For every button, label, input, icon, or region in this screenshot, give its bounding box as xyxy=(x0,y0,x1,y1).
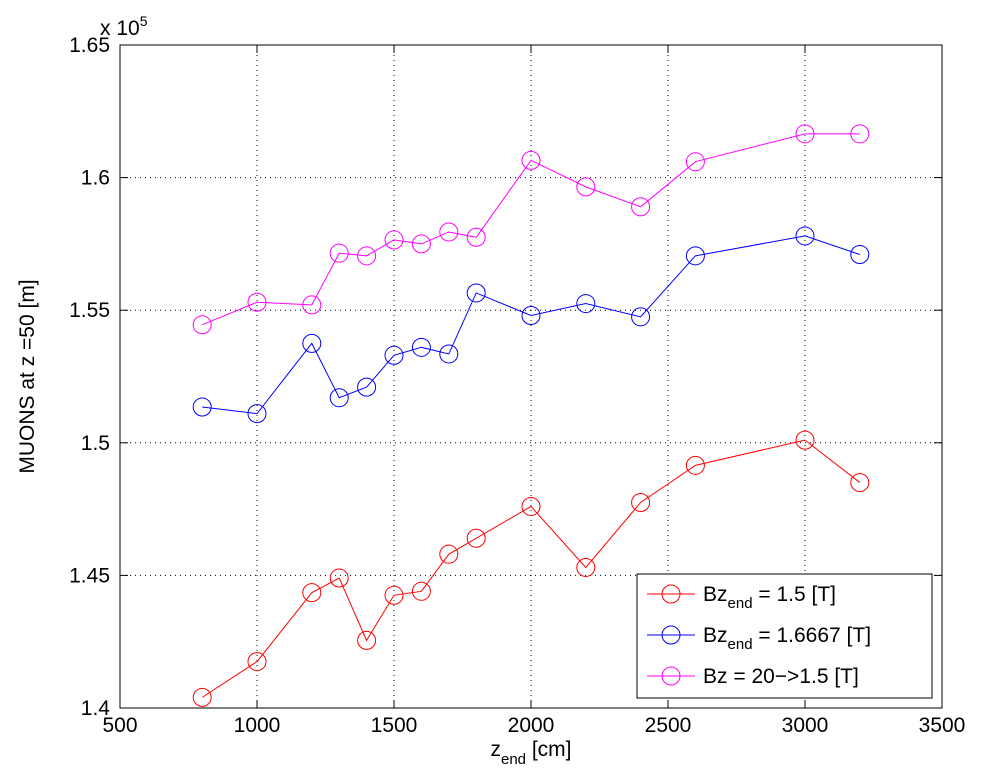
series-2-point xyxy=(357,377,377,397)
y-tick-label: 1.65 xyxy=(69,34,110,57)
series-2-line xyxy=(202,235,860,415)
series-2-point xyxy=(631,307,651,327)
series-1-point xyxy=(439,544,459,564)
y-tick-label: 1.4 xyxy=(81,697,111,720)
series-2-point xyxy=(795,226,815,246)
series-1-point xyxy=(631,492,651,512)
x-tick-label: 2000 xyxy=(508,714,555,737)
series-3 xyxy=(192,124,870,335)
legend-entry-3: Bz = 20−>1.5 [T] xyxy=(647,665,859,688)
series-1-point xyxy=(192,687,212,707)
series-1-point xyxy=(247,652,267,672)
series-3-line xyxy=(202,133,860,326)
x-tick-label: 1000 xyxy=(234,714,281,737)
y-multiplier-base: x 10 xyxy=(100,17,140,40)
tick-marks xyxy=(119,44,943,709)
y-tick-label: 1.45 xyxy=(69,564,110,587)
series-1-point xyxy=(302,583,322,603)
legend-marker-2 xyxy=(661,625,681,645)
series-layer xyxy=(192,124,870,707)
series-3-point xyxy=(631,197,651,217)
series-1-point xyxy=(384,585,404,605)
series-1-point xyxy=(329,568,349,588)
legend-label-main: Bz xyxy=(703,624,728,647)
legend-entry-2: Bzend = 1.6667 [T] xyxy=(647,624,871,653)
legend-box xyxy=(636,573,933,699)
series-3-point xyxy=(302,295,322,315)
x-axis-label-tail: [cm] xyxy=(526,738,572,761)
series-3-point xyxy=(247,292,267,312)
series-3-point xyxy=(357,246,377,266)
series-3-point xyxy=(576,177,596,197)
x-tick-label: 2500 xyxy=(645,714,692,737)
legend-label-3: Bz = 20−>1.5 [T] xyxy=(703,665,859,688)
series-3-point xyxy=(439,222,459,242)
legend-label-sub: end xyxy=(728,636,753,653)
x-tick-label: 3500 xyxy=(919,714,966,737)
series-2-point xyxy=(384,345,404,365)
series-1-point xyxy=(357,630,377,650)
series-3-point xyxy=(795,124,815,144)
series-2-point xyxy=(576,294,596,314)
legend-label-tail: = 1.5 [T] xyxy=(753,583,836,606)
y-tick-label: 1.5 xyxy=(81,432,110,455)
series-2-point xyxy=(329,388,349,408)
y-tick-labels: 1.4 1.45 1.5 1.55 1.6 1.65 xyxy=(69,34,110,720)
series-2-point xyxy=(685,246,705,266)
series-3-point xyxy=(192,315,212,335)
series-1-point xyxy=(466,528,486,548)
series-2-point xyxy=(850,245,870,265)
x-tick-label: 1500 xyxy=(371,714,418,737)
series-2-point xyxy=(439,344,459,364)
y-multiplier-exponent: 5 xyxy=(140,13,148,29)
y-axis-label: MUONS at z =50 [m] xyxy=(16,279,39,473)
legend-marker-3 xyxy=(661,666,681,686)
x-axis-label-main: z xyxy=(490,738,501,761)
legend-label-1: Bzend = 1.5 [T] xyxy=(703,583,836,612)
series-2-point xyxy=(192,397,212,417)
x-tick-label: 500 xyxy=(102,714,137,737)
series-1-line xyxy=(201,439,861,698)
legend: Bzend = 1.5 [T]Bzend = 1.6667 [T]Bz = 20… xyxy=(636,573,933,699)
y-tick-label: 1.55 xyxy=(69,299,110,322)
x-tick-label: 3000 xyxy=(782,714,829,737)
series-1-point xyxy=(795,430,815,450)
y-multiplier-label: x 105 xyxy=(100,13,148,40)
series-3-point xyxy=(685,152,705,172)
series-2-point xyxy=(521,306,541,326)
series-3-point xyxy=(850,124,870,144)
series-2-point xyxy=(247,404,267,424)
series-1-point xyxy=(685,455,705,475)
legend-label-sub: end xyxy=(728,595,753,612)
series-1-point xyxy=(411,581,431,601)
series-2-point xyxy=(466,283,486,303)
legend-marker-1 xyxy=(661,584,681,604)
series-2 xyxy=(192,226,870,424)
x-tick-labels: 500 1000 1500 2000 2500 3000 3500 xyxy=(102,714,965,737)
x-axis-label-sub: end xyxy=(501,751,526,768)
series-1 xyxy=(192,430,870,707)
series-3-point xyxy=(521,150,541,170)
series-3-point xyxy=(329,243,349,263)
series-3-point xyxy=(466,227,486,247)
y-tick-label: 1.6 xyxy=(81,167,110,190)
legend-label-tail: = 1.6667 [T] xyxy=(753,624,872,647)
series-1-point xyxy=(521,496,541,516)
legend-label-main: Bz xyxy=(703,583,728,606)
legend-label-2: Bzend = 1.6667 [T] xyxy=(703,624,871,653)
series-3-point xyxy=(384,230,404,250)
series-3-point xyxy=(411,234,431,254)
series-1-point xyxy=(850,473,870,493)
legend-entry-1: Bzend = 1.5 [T] xyxy=(647,583,836,612)
series-2-point xyxy=(411,337,431,357)
series-1-point xyxy=(576,557,596,577)
series-2-point xyxy=(302,333,322,353)
x-axis-label: zend [cm] xyxy=(490,738,571,768)
legend-label-main: Bz = 20−>1.5 [T] xyxy=(703,665,859,688)
